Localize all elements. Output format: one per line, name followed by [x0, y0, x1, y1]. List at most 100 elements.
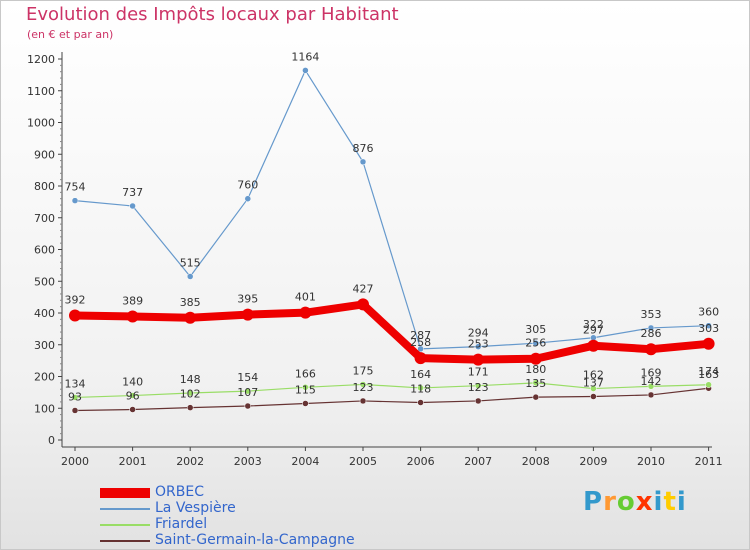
y-tick-label: 300	[34, 339, 55, 352]
data-label: 164	[410, 368, 431, 381]
data-label: 93	[68, 390, 82, 403]
data-label: 96	[126, 390, 140, 403]
data-point	[71, 407, 79, 414]
data-label: 360	[698, 306, 719, 319]
logo-letter: o	[616, 487, 636, 517]
series-line	[74, 69, 710, 350]
x-tick-label: 2011	[695, 455, 723, 468]
data-point	[302, 67, 309, 74]
x-tick-label: 2000	[61, 455, 89, 468]
y-tick-label: 700	[34, 212, 55, 225]
data-point	[69, 309, 81, 322]
data-label: 427	[353, 282, 374, 295]
data-point	[532, 339, 540, 347]
data-label: 515	[180, 256, 201, 269]
data-label: 180	[525, 363, 546, 376]
logo-letter: i	[676, 487, 687, 517]
data-point	[299, 306, 312, 319]
data-label: 123	[468, 381, 489, 394]
data-label: 174	[698, 365, 719, 378]
data-label: 287	[410, 329, 431, 342]
data-point	[417, 399, 424, 406]
x-tick-label: 2008	[522, 455, 550, 468]
data-label: 166	[295, 367, 316, 380]
data-point	[71, 197, 79, 204]
data-point	[357, 298, 369, 311]
y-tick-label: 0	[48, 434, 55, 447]
logo-letter: x	[635, 487, 654, 517]
data-point	[532, 379, 540, 387]
data-point	[529, 352, 542, 365]
data-point	[587, 339, 600, 352]
legend-swatch	[100, 488, 150, 498]
x-tick-label: 2005	[349, 455, 377, 468]
data-label: 303	[698, 322, 719, 335]
x-tick-label: 2007	[464, 455, 492, 468]
chart-title: Evolution des Impôts locaux par Habitant	[26, 4, 399, 25]
data-point	[359, 397, 367, 405]
data-label: 135	[525, 377, 546, 390]
data-point	[417, 384, 424, 392]
chart-subtitle: (en € et par an)	[27, 28, 114, 41]
data-label: 286	[641, 327, 662, 340]
data-label: 876	[353, 142, 374, 155]
data-point	[474, 397, 482, 405]
data-point	[359, 381, 367, 388]
data-point	[705, 322, 712, 329]
logo-letter: t	[663, 487, 677, 517]
data-label: 154	[237, 371, 258, 384]
data-label: 140	[122, 376, 143, 389]
data-label: 118	[410, 383, 431, 396]
data-label: 148	[180, 373, 201, 386]
data-point	[590, 385, 597, 392]
data-label: 392	[65, 294, 86, 307]
data-label: 754	[65, 181, 86, 194]
data-label: 142	[641, 375, 662, 388]
data-label: 395	[237, 293, 258, 306]
data-point	[184, 311, 197, 324]
y-tick-label: 600	[34, 244, 55, 257]
logo-letter: r	[603, 487, 617, 517]
data-point	[244, 387, 252, 395]
data-label: 123	[353, 381, 374, 394]
x-tick-label: 2004	[291, 455, 319, 468]
y-tick-label: 900	[34, 148, 55, 161]
data-label: 1164	[291, 50, 319, 63]
data-point	[590, 393, 597, 400]
data-point	[186, 404, 194, 411]
data-label: 305	[525, 323, 546, 336]
proxiti-logo: Proxiti	[583, 487, 687, 517]
logo-letter: i	[653, 487, 664, 517]
data-point	[186, 389, 194, 397]
data-point	[647, 391, 655, 399]
data-point	[647, 383, 655, 390]
data-point	[359, 158, 367, 166]
series-line	[71, 300, 713, 364]
data-label: 137	[583, 377, 604, 390]
data-label: 169	[641, 366, 662, 379]
data-point	[474, 382, 482, 389]
data-point	[702, 337, 715, 350]
x-tick-label: 2002	[176, 455, 204, 468]
data-point	[129, 202, 136, 210]
data-label: 389	[122, 294, 143, 307]
data-label: 385	[180, 296, 201, 309]
legend-swatch	[100, 540, 150, 542]
legend-label: ORBEC	[155, 484, 204, 500]
data-label: 322	[583, 318, 604, 331]
series-line	[74, 382, 710, 399]
y-tick-label: 1100	[27, 85, 55, 98]
data-label: 162	[583, 369, 604, 382]
data-label: 401	[295, 291, 316, 304]
data-point	[302, 384, 309, 391]
data-point	[129, 392, 136, 399]
x-tick-label: 2001	[119, 455, 147, 468]
y-tick-label: 400	[34, 307, 55, 320]
y-tick-label: 500	[34, 275, 55, 288]
y-tick-label: 1200	[27, 53, 55, 66]
y-tick-label: 800	[34, 180, 55, 193]
data-point	[647, 324, 655, 332]
data-point	[302, 400, 309, 407]
x-tick-label: 2003	[234, 455, 262, 468]
